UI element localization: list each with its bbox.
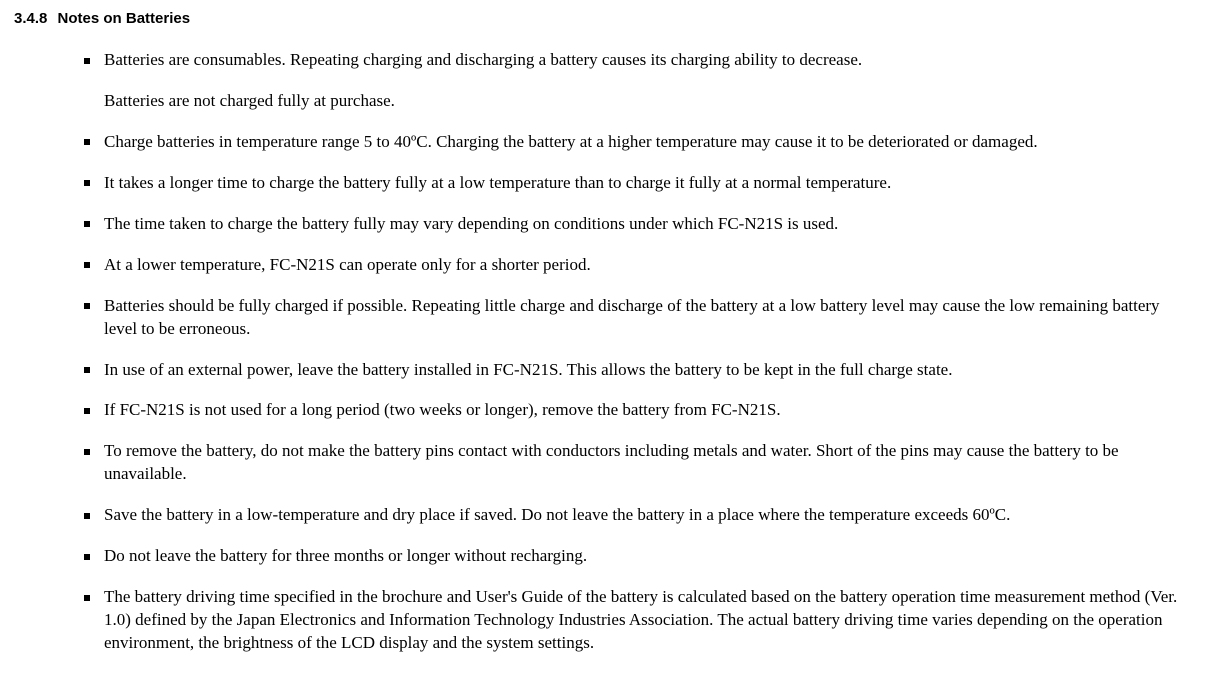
notes-list: Batteries are consumables. Repeating cha…: [14, 49, 1195, 655]
list-item-text: It takes a longer time to charge the bat…: [104, 173, 891, 192]
section-number: 3.4.8: [14, 10, 47, 27]
list-item-text: Do not leave the battery for three month…: [104, 546, 587, 565]
list-item: Save the battery in a low-temperature an…: [84, 504, 1195, 527]
list-item-text: At a lower temperature, FC-N21S can oper…: [104, 255, 591, 274]
list-item-text: Save the battery in a low-temperature an…: [104, 505, 1010, 524]
section-title: Notes on Batteries: [58, 10, 191, 27]
list-item: In use of an external power, leave the b…: [84, 359, 1195, 382]
list-item-text: If FC-N21S is not used for a long period…: [104, 400, 781, 419]
list-item: To remove the battery, do not make the b…: [84, 440, 1195, 486]
list-item: Do not leave the battery for three month…: [84, 545, 1195, 568]
section-heading: 3.4.8 Notes on Batteries: [14, 10, 1195, 27]
list-item-text: Batteries should be fully charged if pos…: [104, 296, 1160, 338]
list-item-text: In use of an external power, leave the b…: [104, 360, 952, 379]
list-item: Charge batteries in temperature range 5 …: [84, 131, 1195, 154]
list-item: The battery driving time specified in th…: [84, 586, 1195, 655]
list-item-text: The battery driving time specified in th…: [104, 587, 1177, 652]
list-item-text: Batteries are consumables. Repeating cha…: [104, 50, 862, 69]
list-item: At a lower temperature, FC-N21S can oper…: [84, 254, 1195, 277]
list-item: It takes a longer time to charge the bat…: [84, 172, 1195, 195]
list-item-text: The time taken to charge the battery ful…: [104, 214, 838, 233]
list-item: Batteries should be fully charged if pos…: [84, 295, 1195, 341]
list-item-text: Charge batteries in temperature range 5 …: [104, 132, 1038, 151]
list-item: Batteries are consumables. Repeating cha…: [84, 49, 1195, 113]
list-item: The time taken to charge the battery ful…: [84, 213, 1195, 236]
list-item: If FC-N21S is not used for a long period…: [84, 399, 1195, 422]
list-item-subtext: Batteries are not charged fully at purch…: [104, 90, 1191, 113]
list-item-text: To remove the battery, do not make the b…: [104, 441, 1119, 483]
